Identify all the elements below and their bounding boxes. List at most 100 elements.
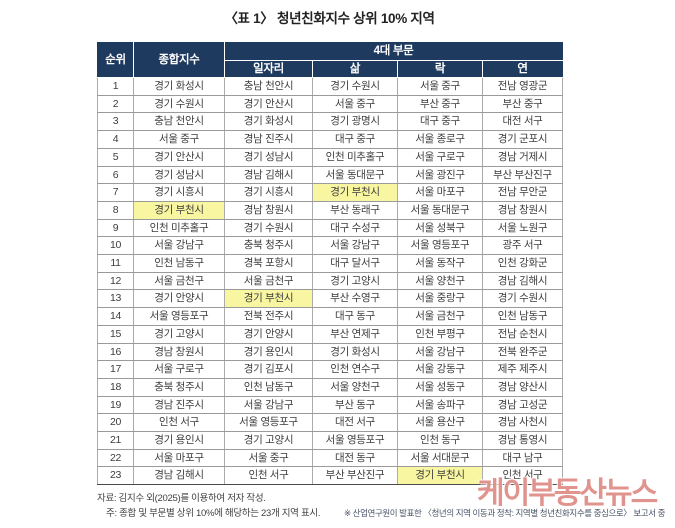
region-cell: 경기 수원시 bbox=[224, 218, 313, 238]
table-header: 순위 종합지수 4대 부문 일자리 삶 락 연 bbox=[97, 42, 564, 78]
region-cell: 서울 양천구 bbox=[312, 377, 398, 397]
header-composite: 종합지수 bbox=[133, 42, 225, 78]
region-cell: 경기 용인시 bbox=[224, 342, 313, 362]
region-cell: 경기 부천시 bbox=[312, 183, 398, 202]
rank-cell: 4 bbox=[97, 130, 134, 149]
region-cell: 경기 군포시 bbox=[481, 130, 564, 149]
table-row: 15 경기 고양시 경기 안양시 부산 연제구 인천 부평구 전남 순천시 bbox=[97, 324, 564, 344]
region-cell: 서울 영등포구 bbox=[224, 413, 313, 433]
region-cell: 부산 동래구 bbox=[312, 200, 398, 220]
region-cell: 서울 영등포구 bbox=[312, 431, 398, 450]
region-cell: 인천 미추홀구 bbox=[133, 218, 225, 238]
table-title: 〈표 1〉 청년친화지수 상위 10% 지역 bbox=[224, 11, 435, 26]
region-cell: 전남 무안군 bbox=[481, 183, 564, 202]
region-cell: 경남 진주시 bbox=[133, 395, 225, 415]
region-cell: 경기 김포시 bbox=[224, 360, 313, 379]
region-cell: 인천 서구 bbox=[481, 466, 564, 486]
region-cell: 경기 성남시 bbox=[133, 165, 225, 185]
region-cell: 대전 서구 bbox=[312, 413, 398, 433]
region-cell: 인천 동구 bbox=[397, 431, 483, 450]
region-cell: 부산 수영구 bbox=[312, 289, 398, 309]
region-cell: 경기 수원시 bbox=[312, 77, 398, 96]
header-rank: 순위 bbox=[97, 42, 134, 78]
region-cell: 경기 부천시 bbox=[397, 466, 483, 486]
region-cell: 경남 사천시 bbox=[481, 413, 564, 433]
region-cell: 서울 송파구 bbox=[397, 395, 483, 415]
region-cell: 충남 천안시 bbox=[224, 77, 313, 96]
region-cell: 서울 강남구 bbox=[224, 395, 313, 415]
region-cell: 서울 광진구 bbox=[397, 165, 483, 185]
region-cell: 광주 서구 bbox=[481, 236, 564, 256]
region-cell: 부산 중구 bbox=[481, 94, 564, 114]
table-row: 13 경기 안양시 경기 부천시 부산 수영구 서울 중랑구 경기 수원시 bbox=[97, 289, 564, 309]
footnotes: 자료: 김지수 외(2025)를 이용하여 저자 작성. 주: 종합 및 부문별… bbox=[97, 492, 320, 521]
region-cell: 인천 서구 bbox=[133, 413, 225, 433]
table-row: 23 경남 김해시 인천 서구 부산 부산진구 경기 부천시 인천 서구 bbox=[97, 466, 564, 486]
table-row: 2 경기 수원시 경기 안산시 서울 중구 부산 중구 부산 중구 bbox=[97, 94, 564, 114]
region-cell: 서울 용산구 bbox=[397, 413, 483, 433]
region-cell: 인천 부평구 bbox=[397, 324, 483, 344]
rank-cell: 21 bbox=[97, 431, 134, 450]
region-cell: 서울 마포구 bbox=[397, 183, 483, 202]
region-cell: 서울 동작구 bbox=[397, 254, 483, 273]
rank-cell: 11 bbox=[97, 254, 134, 273]
region-cell: 서울 영등포구 bbox=[133, 307, 225, 326]
region-cell: 전남 영광군 bbox=[481, 77, 564, 96]
rank-cell: 16 bbox=[97, 342, 134, 362]
region-cell: 서울 중구 bbox=[312, 94, 398, 114]
scope-note: 주: 종합 및 부문별 상위 10%에 해당하는 23개 지역 표시. bbox=[106, 507, 321, 519]
table-row: 10 서울 강남구 충북 청주시 서울 강남구 서울 영등포구 광주 서구 bbox=[97, 236, 564, 256]
region-cell: 경기 부천시 bbox=[133, 200, 225, 220]
rank-cell: 23 bbox=[97, 466, 134, 486]
region-cell: 경남 창원시 bbox=[133, 342, 225, 362]
table-row: 6 경기 성남시 경남 김해시 서울 동대문구 서울 광진구 부산 부산진구 bbox=[97, 165, 564, 185]
table-row: 12 서울 금천구 서울 금천구 경기 고양시 서울 양천구 경남 김해시 bbox=[97, 271, 564, 291]
region-cell: 서울 강남구 bbox=[133, 236, 225, 256]
rank-cell: 19 bbox=[97, 395, 134, 415]
sector-header: 삶 bbox=[312, 59, 398, 78]
region-cell: 서울 구로구 bbox=[397, 147, 483, 167]
region-cell: 경남 김해시 bbox=[481, 271, 564, 291]
rank-cell: 9 bbox=[97, 218, 134, 238]
region-cell: 경남 통영시 bbox=[481, 431, 564, 450]
table-row: 7 경기 시흥시 경기 시흥시 경기 부천시 서울 마포구 전남 무안군 bbox=[97, 183, 564, 202]
table-row: 9 인천 미추홀구 경기 수원시 대구 수성구 서울 성북구 서울 노원구 bbox=[97, 218, 564, 238]
region-cell: 전북 전주시 bbox=[224, 307, 313, 326]
rank-cell: 13 bbox=[97, 289, 134, 309]
region-cell: 부산 부산진구 bbox=[481, 165, 564, 185]
region-cell: 경기 고양시 bbox=[312, 271, 398, 291]
region-cell: 대구 수성구 bbox=[312, 218, 398, 238]
region-cell: 전북 완주군 bbox=[481, 342, 564, 362]
table-row: 22 서울 마포구 서울 중구 대전 동구 서울 서대문구 대구 남구 bbox=[97, 448, 564, 468]
youth-index-table: 순위 종합지수 4대 부문 일자리 삶 락 연 1 경기 화성시 충남 천안시 경기 수원시… bbox=[97, 42, 564, 486]
region-cell: 경북 포항시 bbox=[224, 254, 313, 273]
region-cell: 대전 동구 bbox=[312, 448, 398, 468]
region-cell: 경남 양산시 bbox=[481, 377, 564, 397]
table-body: 1 경기 화성시 충남 천안시 경기 수원시 서울 중구 전남 영광군 2 경기 수원시 경기 … bbox=[97, 77, 564, 486]
region-cell: 충북 청주시 bbox=[224, 236, 313, 256]
region-cell: 서울 금천구 bbox=[133, 271, 225, 291]
region-cell: 경기 부천시 bbox=[224, 289, 313, 309]
table-row: 21 경기 용인시 경기 고양시 서울 영등포구 인천 동구 경남 통영시 bbox=[97, 431, 564, 450]
rank-cell: 17 bbox=[97, 360, 134, 379]
table-row: 18 충북 청주시 인천 남동구 서울 양천구 서울 성동구 경남 양산시 bbox=[97, 377, 564, 397]
region-cell: 경남 창원시 bbox=[481, 200, 564, 220]
rank-cell: 10 bbox=[97, 236, 134, 256]
region-cell: 부산 동구 bbox=[312, 395, 398, 415]
region-cell: 부산 부산진구 bbox=[312, 466, 398, 486]
table-row: 4 서울 중구 경남 진주시 대구 중구 서울 종로구 경기 군포시 bbox=[97, 130, 564, 149]
rank-cell: 2 bbox=[97, 94, 134, 114]
region-cell: 서울 강남구 bbox=[397, 342, 483, 362]
region-cell: 서울 성동구 bbox=[397, 377, 483, 397]
region-cell: 서울 강동구 bbox=[397, 360, 483, 379]
rank-cell: 6 bbox=[97, 165, 134, 185]
table-row: 8 경기 부천시 경남 창원시 부산 동래구 서울 동대문구 경남 창원시 bbox=[97, 200, 564, 220]
region-cell: 인천 남동구 bbox=[133, 254, 225, 273]
region-cell: 경기 안산시 bbox=[224, 94, 313, 114]
region-cell: 경기 시흥시 bbox=[133, 183, 225, 202]
region-cell: 서울 성북구 bbox=[397, 218, 483, 238]
reference-note: ※ 산업연구원이 발표한 〈청년의 지역 이동과 정착: 지역별 청년친화지수를… bbox=[344, 508, 666, 518]
rank-cell: 8 bbox=[97, 200, 134, 220]
rank-cell: 22 bbox=[97, 448, 134, 468]
